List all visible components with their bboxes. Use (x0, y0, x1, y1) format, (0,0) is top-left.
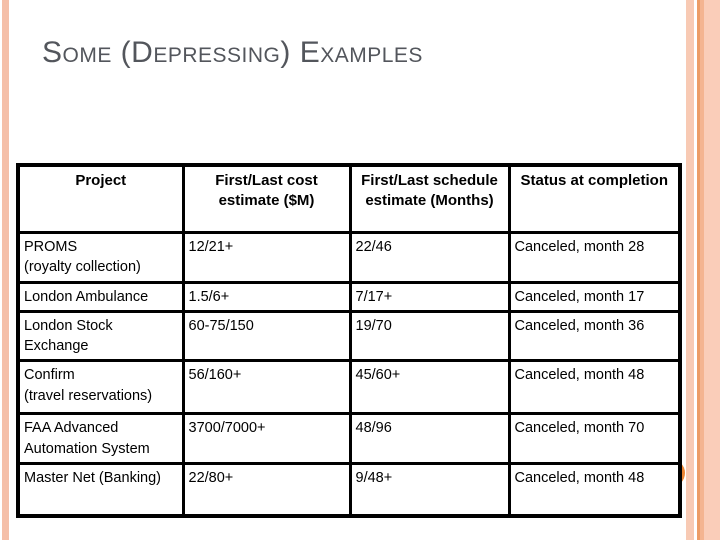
status-cell: Canceled, month 36 (507, 309, 682, 363)
schedule-cell: 19/70 (348, 309, 511, 363)
cost-cell: 22/80+ (181, 461, 352, 518)
cost-cell: 1.5/6+ (181, 280, 352, 313)
header-row: Project First/Last cost estimate ($M) Fi… (16, 163, 682, 234)
right-border-stripe-1 (686, 0, 694, 540)
schedule-cell: 7/17+ (348, 280, 511, 313)
schedule-cell: 45/60+ (348, 359, 511, 416)
cost-cell: 3700/7000+ (181, 412, 352, 465)
status-cell: Canceled, month 17 (507, 280, 682, 313)
cost-cell: 60-75/150 (181, 309, 352, 363)
column-header-schedule: First/Last schedule estimate (Months) (348, 163, 511, 234)
table-row: Master Net (Banking) 22/80+ 9/48+ Cancel… (16, 461, 682, 518)
table-row: Confirm (travel reservations) 56/160+ 45… (16, 359, 682, 416)
project-cell: London Ambulance (16, 280, 185, 313)
cost-cell: 12/21+ (181, 230, 352, 284)
schedule-cell: 48/96 (348, 412, 511, 465)
column-header-cost: First/Last cost estimate ($M) (181, 163, 352, 234)
status-cell: Canceled, month 48 (507, 359, 682, 416)
table-row: PROMS (royalty collection) 12/21+ 22/46 … (16, 230, 682, 284)
slide-title: Some (Depressing) Examples (42, 36, 423, 69)
schedule-cell: 9/48+ (348, 461, 511, 518)
column-header-status: Status at completion (507, 163, 682, 234)
column-header-project: Project (16, 163, 185, 234)
schedule-cell: 22/46 (348, 230, 511, 284)
examples-table-header: Project First/Last cost estimate ($M) Fi… (16, 163, 682, 234)
project-cell: FAA Advanced Automation System (16, 412, 185, 465)
table-row: FAA Advanced Automation System 3700/7000… (16, 412, 682, 465)
project-cell: Confirm (travel reservations) (16, 359, 185, 416)
left-border-stripe (2, 0, 9, 540)
cost-cell: 56/160+ (181, 359, 352, 416)
examples-table: Project First/Last cost estimate ($M) Fi… (16, 163, 682, 519)
status-cell: Canceled, month 48 (507, 461, 682, 518)
right-border-stripe-3 (700, 0, 704, 540)
status-cell: Canceled, month 70 (507, 412, 682, 465)
project-cell: Master Net (Banking) (16, 461, 185, 518)
right-border-stripe-2 (697, 0, 700, 540)
project-cell: PROMS (royalty collection) (16, 230, 185, 284)
right-border-stripe-4 (704, 0, 720, 540)
table-row: London Ambulance 1.5/6+ 7/17+ Canceled, … (16, 280, 682, 313)
examples-table-body: PROMS (royalty collection) 12/21+ 22/46 … (16, 230, 682, 518)
table-row: London Stock Exchange 60-75/150 19/70 Ca… (16, 309, 682, 363)
status-cell: Canceled, month 28 (507, 230, 682, 284)
project-cell: London Stock Exchange (16, 309, 185, 363)
